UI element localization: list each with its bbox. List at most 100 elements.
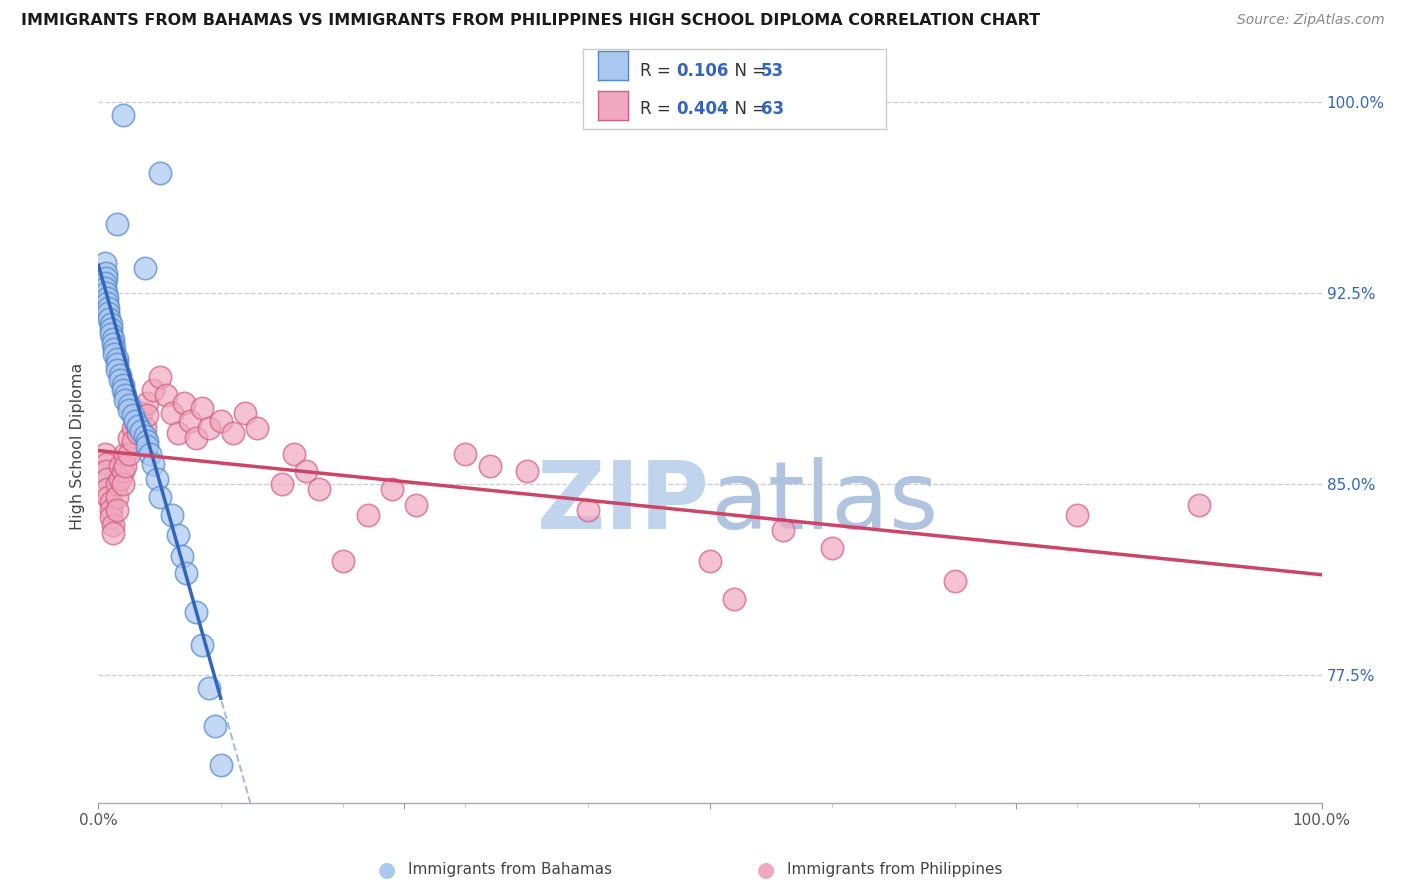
- Point: [118, 403, 141, 417]
- Point: [142, 383, 165, 397]
- Point: [209, 413, 232, 427]
- Point: [105, 352, 128, 367]
- Point: [105, 358, 128, 372]
- Point: [134, 429, 156, 443]
- Point: [129, 406, 152, 420]
- Point: [356, 508, 378, 522]
- Point: [111, 377, 134, 392]
- Point: [576, 502, 599, 516]
- Text: R =: R =: [640, 100, 676, 119]
- Point: [943, 574, 966, 588]
- Point: [103, 342, 125, 356]
- Text: Immigrants from Philippines: Immigrants from Philippines: [787, 863, 1002, 877]
- Text: ZIP: ZIP: [537, 457, 710, 549]
- Point: [127, 418, 149, 433]
- Point: [246, 421, 269, 435]
- Point: [179, 413, 201, 427]
- Point: [97, 301, 120, 316]
- Point: [105, 477, 128, 491]
- Point: [96, 483, 118, 497]
- Point: [118, 447, 141, 461]
- Point: [134, 260, 156, 275]
- Point: [1066, 508, 1088, 522]
- Point: [136, 395, 159, 409]
- Point: [167, 426, 190, 441]
- Text: N =: N =: [724, 100, 772, 119]
- Point: [118, 431, 141, 445]
- Point: [723, 591, 745, 606]
- Point: [197, 681, 219, 695]
- Point: [93, 447, 115, 461]
- Point: [136, 409, 159, 423]
- Point: [114, 388, 136, 402]
- Point: [110, 373, 132, 387]
- Text: IMMIGRANTS FROM BAHAMAS VS IMMIGRANTS FROM PHILIPPINES HIGH SCHOOL DIPLOMA CORRE: IMMIGRANTS FROM BAHAMAS VS IMMIGRANTS FR…: [21, 13, 1040, 29]
- Point: [96, 472, 118, 486]
- Point: [121, 421, 143, 435]
- Point: [100, 495, 122, 509]
- Point: [176, 566, 198, 581]
- Point: [772, 523, 794, 537]
- Point: [1188, 498, 1211, 512]
- Point: [127, 426, 149, 441]
- Point: [93, 255, 115, 269]
- Point: [111, 477, 134, 491]
- Point: [136, 439, 159, 453]
- Text: 53: 53: [761, 62, 783, 79]
- Point: [142, 457, 165, 471]
- Point: [146, 472, 169, 486]
- Point: [121, 409, 143, 423]
- Point: [186, 605, 208, 619]
- Point: [114, 447, 136, 461]
- Point: [332, 554, 354, 568]
- Point: [155, 388, 177, 402]
- Point: [149, 166, 172, 180]
- Point: [283, 447, 305, 461]
- Point: [100, 326, 122, 341]
- Point: [197, 421, 219, 435]
- Point: [167, 528, 190, 542]
- Point: [121, 434, 143, 448]
- Point: [124, 413, 146, 427]
- Point: [111, 465, 134, 479]
- Point: [97, 490, 120, 504]
- Point: [270, 477, 294, 491]
- Point: [111, 383, 134, 397]
- Point: [515, 465, 537, 479]
- Point: [105, 362, 128, 376]
- Point: [94, 270, 117, 285]
- Point: [209, 757, 232, 772]
- Point: [94, 286, 117, 301]
- Point: [100, 510, 122, 524]
- Point: [110, 459, 132, 474]
- Point: [454, 447, 477, 461]
- Point: [134, 421, 156, 435]
- Point: [186, 431, 208, 445]
- Point: [222, 426, 245, 441]
- Point: [105, 502, 128, 516]
- Text: atlas: atlas: [710, 457, 938, 549]
- Text: Immigrants from Bahamas: Immigrants from Bahamas: [408, 863, 612, 877]
- Point: [94, 457, 117, 471]
- Point: [100, 502, 122, 516]
- Point: [191, 638, 214, 652]
- Point: [139, 447, 162, 461]
- Point: [105, 217, 128, 231]
- Point: [114, 393, 136, 408]
- Point: [101, 518, 124, 533]
- Text: ●: ●: [758, 860, 775, 880]
- Point: [96, 291, 118, 305]
- Point: [699, 554, 721, 568]
- Point: [136, 434, 159, 448]
- Point: [173, 395, 195, 409]
- Point: [94, 266, 117, 280]
- Point: [94, 465, 117, 479]
- Point: [114, 459, 136, 474]
- Point: [204, 719, 226, 733]
- Point: [124, 413, 146, 427]
- Point: [110, 368, 132, 382]
- Point: [105, 490, 128, 504]
- Text: N =: N =: [724, 62, 772, 79]
- Point: [405, 498, 427, 512]
- Point: [149, 490, 172, 504]
